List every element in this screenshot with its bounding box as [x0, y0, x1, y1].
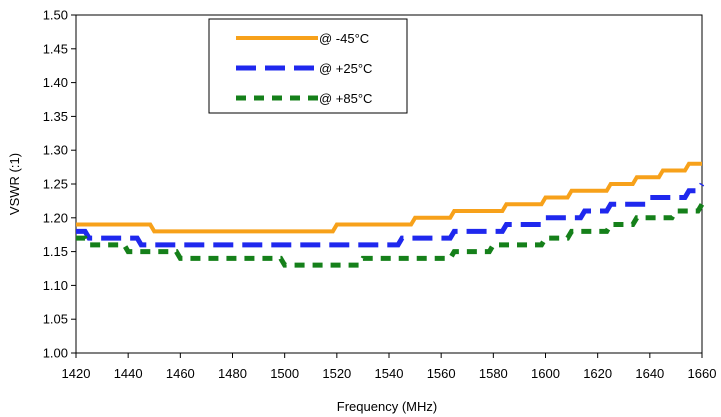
x-tick-label-9: 1600 — [531, 366, 560, 381]
x-tick-label-3: 1480 — [218, 366, 247, 381]
x-tick-label-2: 1460 — [166, 366, 195, 381]
x-tick-label-4: 1500 — [270, 366, 299, 381]
x-tick-label-7: 1560 — [427, 366, 456, 381]
y-tick-label-7: 1.35 — [43, 109, 68, 124]
legend-label-2: @ +85°C — [319, 91, 372, 106]
x-tick-label-0: 1420 — [62, 366, 91, 381]
series-line-0 — [76, 161, 702, 234]
x-axis-title: Frequency (MHz) — [337, 399, 437, 414]
y-tick-label-6: 1.30 — [43, 143, 68, 158]
x-tick-label-10: 1620 — [583, 366, 612, 381]
y-tick-label-3: 1.15 — [43, 244, 68, 259]
legend-label-1: @ +25°C — [319, 61, 372, 76]
y-tick-label-0: 1.00 — [43, 346, 68, 361]
x-tick-label-6: 1540 — [375, 366, 404, 381]
y-tick-label-9: 1.45 — [43, 41, 68, 56]
y-tick-label-5: 1.25 — [43, 177, 68, 192]
y-tick-label-10: 1.50 — [43, 8, 68, 23]
series-line-2 — [76, 203, 705, 268]
x-tick-label-12: 1660 — [688, 366, 717, 381]
x-tick-label-11: 1640 — [635, 366, 664, 381]
x-tick-label-8: 1580 — [479, 366, 508, 381]
y-axis-title: VSWR (:1) — [7, 153, 22, 215]
series-line-1 — [76, 182, 705, 248]
y-tick-label-1: 1.05 — [43, 312, 68, 327]
legend-label-0: @ -45°C — [319, 31, 369, 46]
y-tick-label-4: 1.20 — [43, 210, 68, 225]
y-tick-label-2: 1.10 — [43, 278, 68, 293]
x-tick-label-1: 1440 — [114, 366, 143, 381]
x-tick-label-5: 1520 — [322, 366, 351, 381]
y-tick-label-8: 1.40 — [43, 75, 68, 90]
